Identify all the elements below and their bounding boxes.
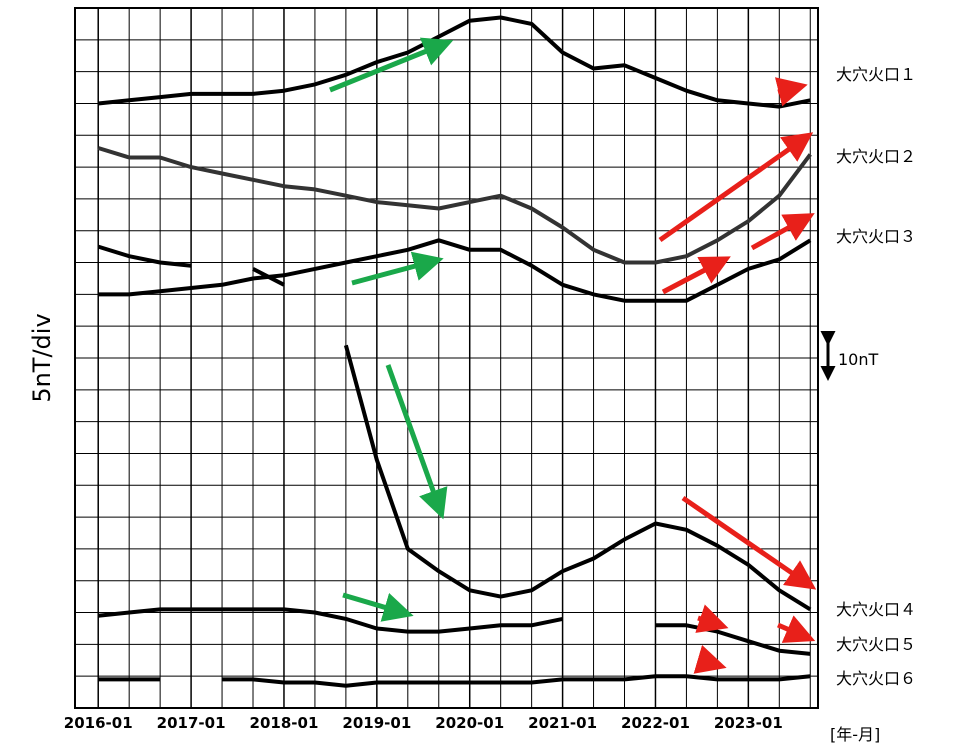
y-axis-label: 5nT/div: [28, 313, 56, 402]
series-label: 大穴火口４: [836, 600, 916, 619]
series-label: 大穴火口２: [836, 147, 916, 166]
series-line: [97, 244, 812, 612]
arrow: [329, 37, 454, 93]
grid: [75, 7, 818, 709]
x-tick-label: 2017-01: [157, 714, 226, 732]
arrow: [774, 77, 808, 107]
x-tick-label: 2021-01: [528, 714, 597, 732]
series-label: 大穴火口１: [836, 65, 916, 84]
arrow: [750, 213, 815, 251]
series-label: 大穴火口６: [836, 669, 916, 688]
x-axis-label: [年-月]: [830, 725, 880, 744]
arrow: [777, 615, 816, 643]
arrow: [385, 364, 448, 520]
series-line: [98, 238, 812, 303]
x-tick-label: 2020-01: [435, 714, 504, 732]
arrow: [661, 256, 731, 295]
series-label: 大穴火口５: [836, 635, 916, 654]
series-line: [97, 146, 812, 265]
arrow: [351, 251, 444, 286]
x-tick-label: 2023-01: [714, 714, 783, 732]
arrow: [693, 644, 727, 674]
plot-frame: [74, 7, 819, 709]
series-line: [97, 15, 811, 109]
arrow: [658, 132, 814, 243]
x-tick-label: 2022-01: [621, 714, 690, 732]
x-tick-label: 2016-01: [64, 714, 133, 732]
scale-label: 10nT: [838, 350, 879, 369]
x-tick-label: 2018-01: [250, 714, 319, 732]
arrow: [681, 495, 817, 590]
arrow: [342, 592, 414, 622]
trend-arrows: [329, 37, 817, 674]
x-tick-label: 2019-01: [342, 714, 411, 732]
arrow: [695, 604, 729, 633]
series-line: [98, 674, 811, 688]
series-line: [97, 607, 811, 656]
series-lines: [97, 15, 812, 688]
series-label: 大穴火口３: [836, 227, 916, 246]
